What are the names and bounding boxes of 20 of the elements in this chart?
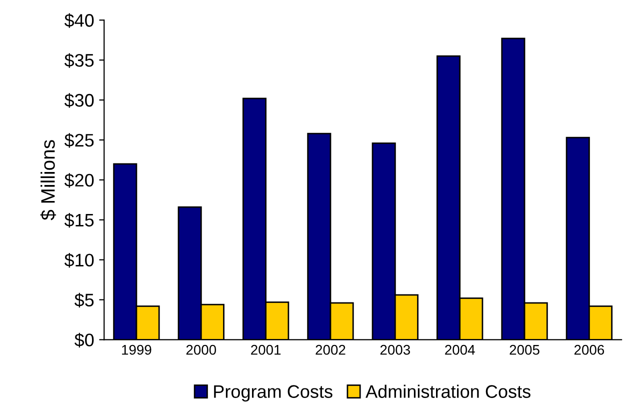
x-tick-label: 2004 (445, 344, 475, 355)
x-tick-label: 1999 (122, 344, 152, 355)
legend-label: Program Costs (214, 385, 332, 402)
y-tick-label: $25 (64, 133, 94, 148)
x-tick-label: 2003 (380, 344, 410, 355)
y-tick-label: $5 (74, 292, 94, 308)
x-tick-label: 2001 (251, 344, 281, 355)
x-tick-label: 2002 (316, 344, 346, 355)
y-tick-label: $30 (64, 93, 94, 108)
legend-label: Administration Costs (366, 384, 530, 398)
x-tick-label: 2006 (574, 344, 604, 355)
x-tick-label: 2000 (186, 344, 216, 355)
y-tick-label: $20 (64, 173, 94, 188)
y-tick-label: $0 (74, 332, 94, 348)
x-tick-label: 2005 (510, 344, 540, 355)
y-tick-label: $15 (64, 213, 94, 228)
y-axis-title: $ Millions (40, 140, 56, 220)
y-tick-label: $35 (64, 53, 94, 68)
y-tick-label: $10 (64, 252, 94, 268)
y-tick-label: $40 (64, 13, 94, 28)
